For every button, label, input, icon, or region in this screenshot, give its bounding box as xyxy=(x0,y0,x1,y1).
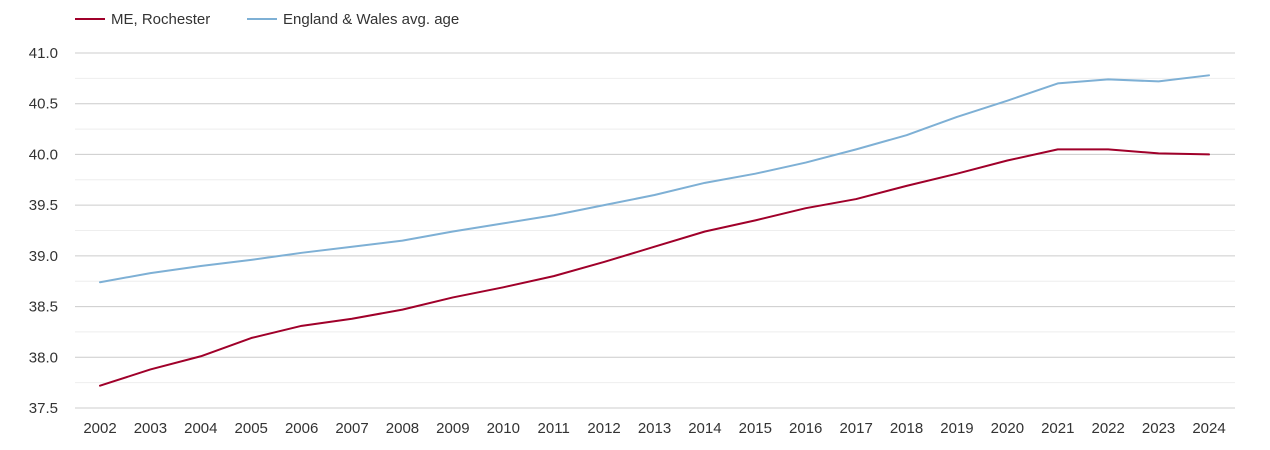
x-tick-label: 2014 xyxy=(688,420,721,437)
y-tick-label: 38.5 xyxy=(29,299,58,316)
x-tick-label: 2012 xyxy=(587,420,620,437)
y-axis: 37.5 38.0 38.5 39.0 39.5 40.0 40.5 41.0 xyxy=(29,45,58,417)
x-tick-label: 2010 xyxy=(487,420,520,437)
series-lines xyxy=(99,74,1210,387)
gridlines xyxy=(75,52,1235,409)
x-tick-label: 2008 xyxy=(386,420,419,437)
legend-label: England & Wales avg. age xyxy=(283,11,459,28)
x-tick-label: 2021 xyxy=(1041,420,1074,437)
x-tick-label: 2005 xyxy=(235,420,268,437)
x-tick-label: 2004 xyxy=(184,420,217,437)
x-tick-label: 2006 xyxy=(285,420,318,437)
x-tick-label: 2020 xyxy=(991,420,1024,437)
legend: ME, Rochester England & Wales avg. age xyxy=(75,11,459,28)
y-tick-label: 39.0 xyxy=(29,248,58,265)
y-tick-label: 37.5 xyxy=(29,400,58,417)
legend-item: ME, Rochester xyxy=(75,11,210,28)
x-tick-label: 2002 xyxy=(83,420,116,437)
x-tick-label: 2018 xyxy=(890,420,923,437)
x-tick-label: 2017 xyxy=(839,420,872,437)
x-tick-label: 2024 xyxy=(1192,420,1225,437)
x-tick-label: 2016 xyxy=(789,420,822,437)
x-tick-label: 2003 xyxy=(134,420,167,437)
x-tick-label: 2013 xyxy=(638,420,671,437)
x-axis: 2002 2003 2004 2005 2006 2007 2008 2009 2010 2011… xyxy=(83,420,1225,437)
series-line-england-wales xyxy=(99,74,1210,284)
y-tick-label: 40.0 xyxy=(29,146,58,163)
y-tick-label: 40.5 xyxy=(29,96,58,113)
y-tick-label: 39.5 xyxy=(29,197,58,214)
x-tick-label: 2009 xyxy=(436,420,469,437)
x-tick-label: 2015 xyxy=(739,420,772,437)
x-tick-label: 2011 xyxy=(538,420,570,437)
series-line-rochester xyxy=(99,148,1210,387)
y-tick-label: 38.0 xyxy=(29,349,58,366)
x-tick-label: 2023 xyxy=(1142,420,1175,437)
y-tick-label: 41.0 xyxy=(29,45,58,62)
x-tick-label: 2022 xyxy=(1091,420,1124,437)
x-tick-label: 2019 xyxy=(940,420,973,437)
legend-label: ME, Rochester xyxy=(111,11,210,28)
legend-item: England & Wales avg. age xyxy=(247,11,459,28)
x-tick-label: 2007 xyxy=(335,420,368,437)
